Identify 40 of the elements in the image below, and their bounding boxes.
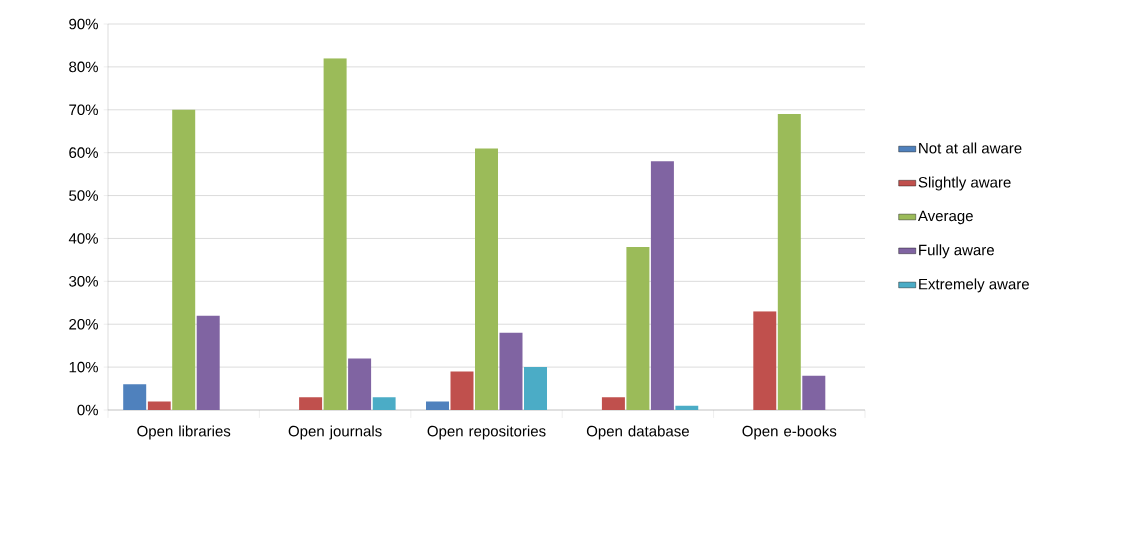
x-tick-label: Open e-books: [742, 425, 837, 440]
bar: [196, 315, 220, 410]
bar: [753, 311, 777, 410]
y-tick-label: 80%: [69, 61, 98, 73]
legend-label: Extremely aware: [919, 278, 1029, 293]
bar: [524, 367, 548, 410]
y-tick-label: 50%: [69, 190, 98, 201]
x-tick-label: Open journals: [288, 425, 382, 440]
bar: [348, 358, 372, 410]
bar: [172, 109, 196, 410]
y-tick-label: 10%: [69, 361, 98, 373]
bar: [123, 384, 147, 410]
bar: [601, 397, 625, 410]
legend-label: Not at all aware: [919, 142, 1022, 154]
bar: [777, 114, 801, 410]
y-tick-label: 60%: [69, 147, 98, 158]
bar: [299, 397, 323, 410]
y-tick-label: 90%: [69, 18, 98, 30]
bar: [675, 405, 699, 410]
y-tick-label: 40%: [68, 233, 98, 244]
bar: [475, 148, 499, 410]
x-tick-label: Open libraries: [137, 425, 231, 440]
x-tick-label: Open database: [586, 425, 689, 440]
bar: [626, 247, 650, 410]
bar: [323, 58, 347, 410]
legend-label: Fully aware: [919, 244, 994, 259]
y-tick-label: 30%: [69, 276, 98, 287]
y-tick-label: 20%: [69, 318, 98, 330]
bar: [426, 401, 449, 410]
bar: [147, 401, 171, 410]
y-tick-label: 0%: [77, 404, 98, 416]
legend-label: Slightly aware: [918, 176, 1011, 191]
bar: [650, 161, 674, 410]
bar: [802, 375, 826, 410]
bar: [372, 397, 396, 410]
x-tick-label: Open repositories: [427, 425, 546, 440]
legend-label: Average: [917, 210, 973, 225]
bar: [450, 371, 474, 410]
y-tick-label: 70%: [69, 104, 98, 116]
bar: [499, 332, 523, 410]
